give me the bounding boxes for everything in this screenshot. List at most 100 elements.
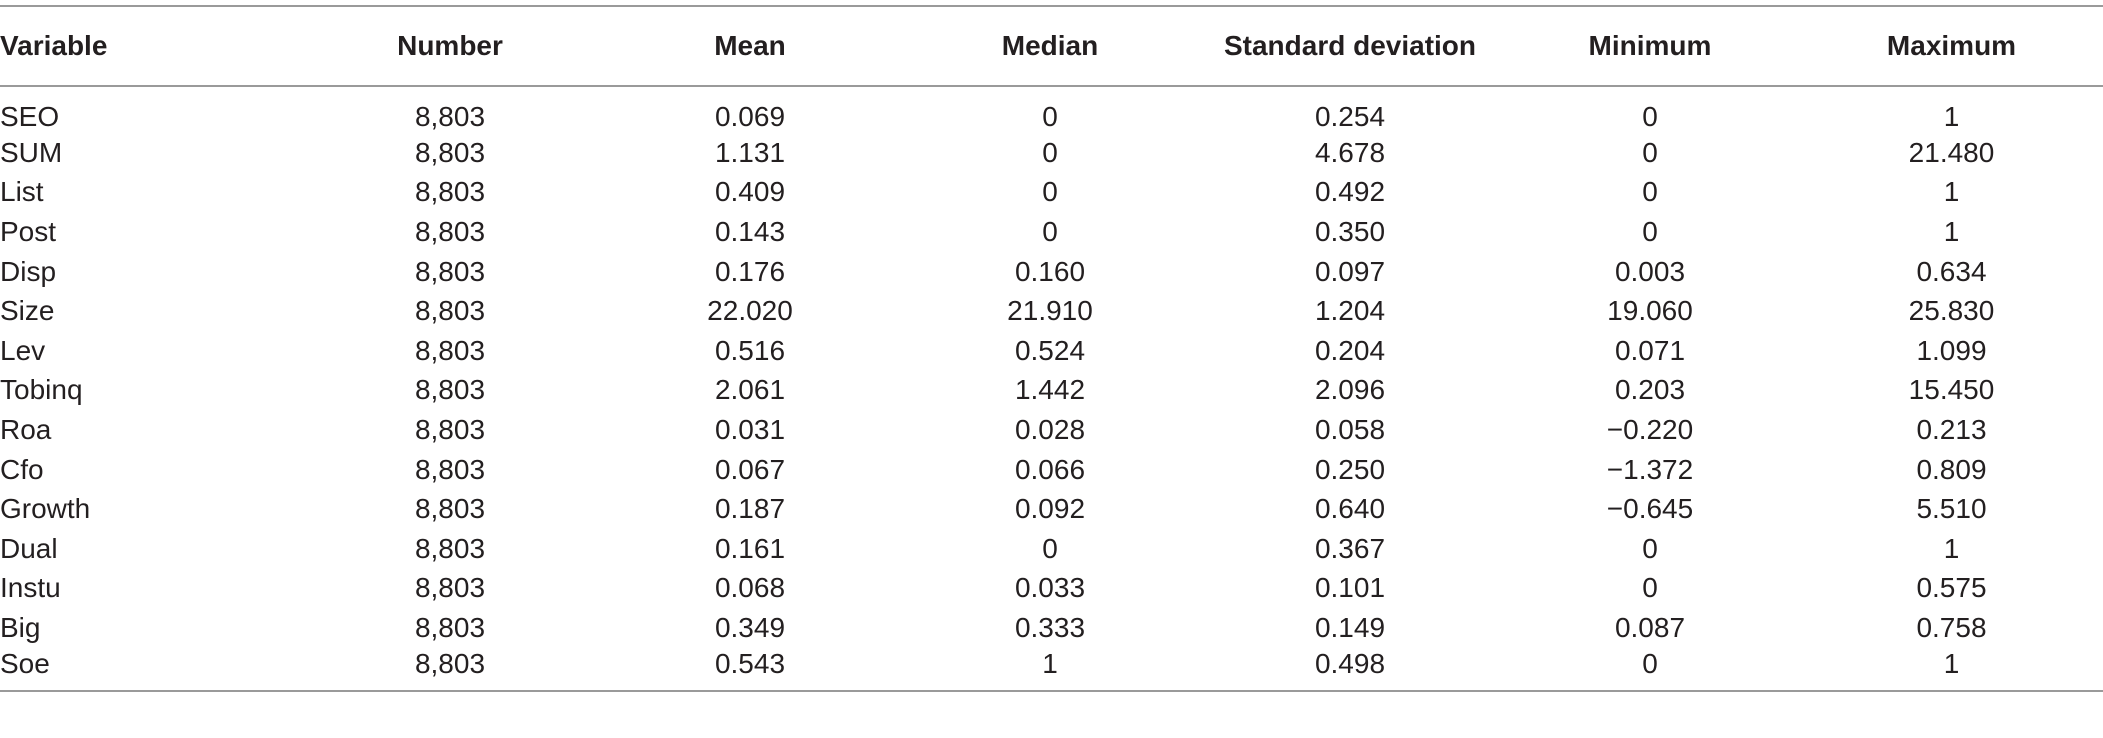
- header-variable: Variable: [0, 30, 108, 61]
- cell-minimum: −0.645: [1606, 493, 1694, 525]
- table-header: Variable Number Mean Median Standard dev…: [0, 6, 2103, 86]
- cell-standard-deviation: 1.204: [1314, 295, 1386, 327]
- cell-mean: 0.067: [714, 453, 786, 485]
- cell-median: 0.333: [1014, 611, 1086, 643]
- cell-standard-deviation: 0.097: [1314, 255, 1386, 287]
- cell-maximum: 15.450: [1908, 374, 1995, 406]
- cell-minimum: 0: [1642, 101, 1658, 132]
- header-median: Median: [1001, 30, 1099, 61]
- cell-standard-deviation: 0.350: [1314, 215, 1386, 247]
- cell-median: 21.910: [1007, 295, 1093, 327]
- cell-minimum: 0.203: [1614, 374, 1686, 406]
- cell-standard-deviation: 0.254: [1314, 101, 1386, 132]
- cell-standard-deviation: 0.492: [1314, 176, 1386, 208]
- cell-variable: Big: [0, 611, 41, 643]
- cell-mean: 22.020: [707, 295, 793, 327]
- cell-variable: Tobinq: [0, 374, 83, 406]
- cell-median: 0: [1042, 215, 1058, 247]
- cell-maximum: 1: [1943, 176, 1960, 208]
- cell-median: 0.524: [1014, 334, 1086, 366]
- cell-mean: 0.068: [714, 572, 786, 604]
- cell-median: 0.160: [1014, 255, 1086, 287]
- cell-variable: Soe: [0, 647, 50, 679]
- cell-number: 8,803: [414, 532, 486, 564]
- cell-maximum: 0.758: [1916, 611, 1987, 643]
- cell-maximum: 0.634: [1916, 255, 1987, 287]
- cell-variable: SUM: [0, 136, 63, 168]
- cell-number: 8,803: [414, 453, 486, 485]
- cell-number: 8,803: [414, 295, 486, 327]
- table-body: SEO 8,803 0.069 0 0.254 0 1 SUM 8,803 1.131 0 4.678…: [0, 86, 2103, 691]
- header-standard-deviation: Standard deviation: [1223, 30, 1477, 61]
- cell-standard-deviation: 0.367: [1314, 532, 1386, 564]
- cell-minimum: −0.220: [1606, 413, 1694, 445]
- table-row: Growth 8,803 0.187 0.092 0.640 −0.645 5.510: [0, 489, 2103, 529]
- cell-mean: 0.409: [714, 176, 786, 208]
- cell-median: 0: [1042, 532, 1058, 564]
- cell-mean: 1.131: [714, 136, 786, 168]
- cell-standard-deviation: 0.640: [1314, 493, 1386, 525]
- cell-minimum: 19.060: [1607, 295, 1693, 327]
- table-row: Tobinq 8,803 2.061 1.442 2.096 0.203 15.450: [0, 371, 2103, 411]
- cell-minimum: 0: [1642, 647, 1658, 679]
- cell-standard-deviation: 0.149: [1314, 611, 1386, 643]
- cell-standard-deviation: 0.250: [1314, 453, 1386, 485]
- cell-number: 8,803: [414, 255, 486, 287]
- cell-minimum: 0: [1642, 215, 1658, 247]
- cell-variable: Disp: [0, 255, 57, 287]
- cell-number: 8,803: [414, 215, 486, 247]
- cell-number: 8,803: [414, 334, 486, 366]
- cell-standard-deviation: 2.096: [1314, 374, 1386, 406]
- cell-mean: 0.143: [714, 215, 786, 247]
- cell-standard-deviation: 0.101: [1314, 572, 1386, 604]
- cell-mean: 0.031: [714, 413, 786, 445]
- cell-variable: Instu: [0, 572, 61, 604]
- cell-median: 0.033: [1014, 572, 1086, 604]
- cell-maximum: 1: [1943, 215, 1960, 247]
- cell-median: 0: [1042, 136, 1058, 168]
- cell-number: 8,803: [414, 647, 486, 679]
- table-row: Big 8,803 0.349 0.333 0.149 0.087 0.758: [0, 608, 2103, 648]
- cell-maximum: 0.213: [1916, 413, 1987, 445]
- header-row: Variable Number Mean Median Standard dev…: [0, 6, 2103, 86]
- table-row: Post 8,803 0.143 0 0.350 0 1: [0, 212, 2103, 252]
- cell-maximum: 1: [1943, 647, 1960, 679]
- table-row: Dual 8,803 0.161 0 0.367 0 1: [0, 529, 2103, 569]
- cell-variable: List: [0, 176, 44, 208]
- cell-median: 1: [1042, 647, 1058, 679]
- cell-standard-deviation: 4.678: [1314, 136, 1386, 168]
- cell-number: 8,803: [414, 572, 486, 604]
- table-row: List 8,803 0.409 0 0.492 0 1: [0, 173, 2103, 213]
- cell-number: 8,803: [414, 374, 486, 406]
- table-row: SUM 8,803 1.131 0 4.678 0 21.480: [0, 133, 2103, 173]
- cell-minimum: 0: [1642, 532, 1658, 564]
- cell-variable: Lev: [0, 334, 46, 366]
- cell-number: 8,803: [414, 413, 486, 445]
- cell-mean: 0.516: [714, 334, 786, 366]
- cell-minimum: 0.087: [1614, 611, 1686, 643]
- cell-variable: Size: [0, 295, 55, 327]
- table-row: Size 8,803 22.020 21.910 1.204 19.060 25.830: [0, 291, 2103, 331]
- cell-minimum: −1.372: [1606, 453, 1694, 485]
- cell-mean: 0.069: [714, 101, 786, 132]
- cell-mean: 0.187: [714, 493, 786, 525]
- table-row: Soe 8,803 0.543 1 0.498 0 1: [0, 648, 2103, 691]
- cell-maximum: 1: [1943, 532, 1960, 564]
- cell-mean: 2.061: [714, 374, 786, 406]
- cell-minimum: 0: [1642, 176, 1658, 208]
- cell-maximum: 0.575: [1916, 572, 1987, 604]
- cell-standard-deviation: 0.204: [1314, 334, 1386, 366]
- header-minimum: Minimum: [1588, 30, 1712, 61]
- cell-variable: Dual: [0, 532, 58, 564]
- table-row: SEO 8,803 0.069 0 0.254 0 1: [0, 86, 2103, 133]
- cell-variable: Growth: [0, 493, 91, 525]
- descriptive-statistics-table: Variable Number Mean Median Standard dev…: [0, 5, 2103, 692]
- header-maximum: Maximum: [1886, 30, 2017, 61]
- cell-number: 8,803: [414, 611, 486, 643]
- cell-mean: 0.161: [714, 532, 786, 564]
- cell-maximum: 1: [1943, 101, 1960, 132]
- cell-variable: Post: [0, 215, 57, 247]
- cell-median: 0.066: [1014, 453, 1086, 485]
- cell-maximum: 25.830: [1908, 295, 1995, 327]
